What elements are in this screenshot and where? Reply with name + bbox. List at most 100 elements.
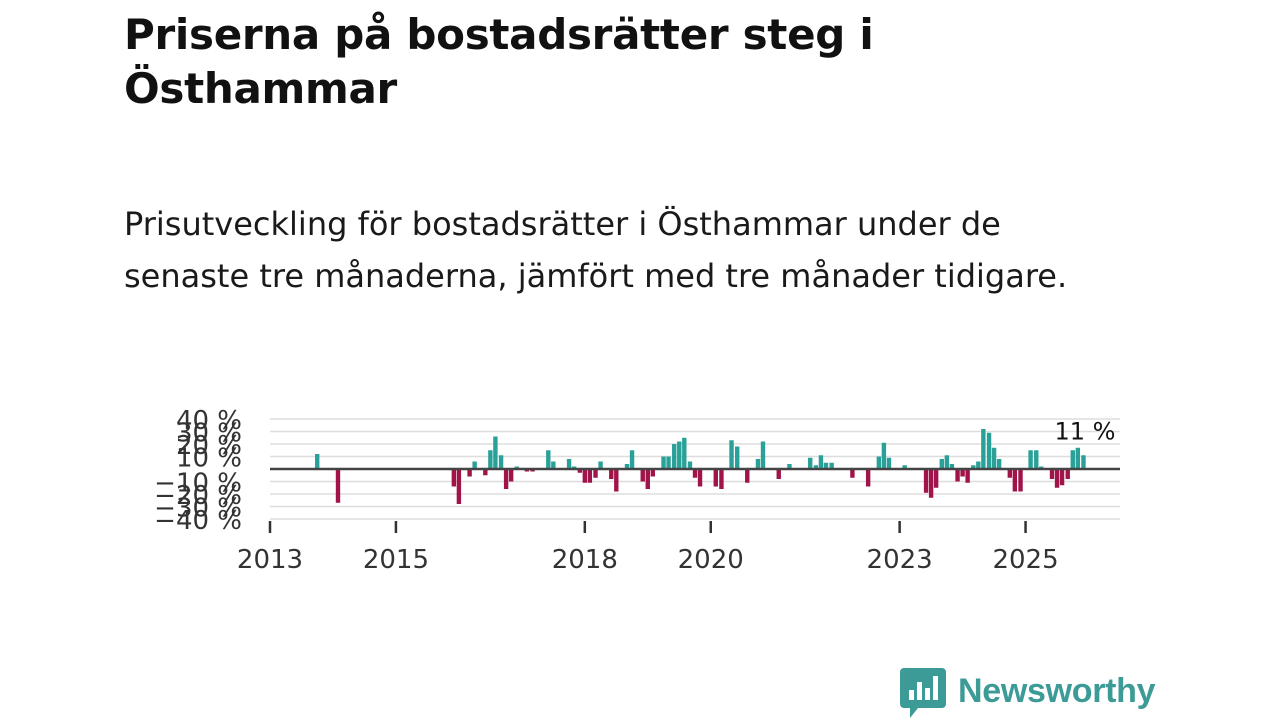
bar — [598, 461, 603, 469]
y-tick-label: −30 % — [154, 494, 242, 524]
bar — [472, 461, 477, 469]
bar — [677, 441, 682, 469]
x-tick-label: 2018 — [552, 545, 618, 575]
x-tick-label: 2025 — [992, 545, 1058, 575]
bar — [661, 456, 666, 469]
bar — [1028, 450, 1033, 469]
bar-chart: 40 %30 %20 %10 %−10 %−20 %−30 %−40 % 2013… — [154, 406, 1120, 575]
bar — [729, 440, 734, 469]
bar — [582, 469, 588, 483]
bar — [976, 461, 981, 469]
bar — [1007, 469, 1013, 478]
bar — [881, 442, 887, 469]
bar — [577, 469, 582, 473]
bar — [850, 469, 855, 478]
bar — [986, 432, 992, 469]
bar — [1034, 450, 1039, 469]
bar — [1075, 447, 1081, 469]
bar — [981, 429, 986, 469]
bar — [933, 469, 939, 488]
bar — [672, 444, 677, 469]
x-tick-label: 2020 — [678, 545, 744, 575]
y-tick-label: 20 % — [176, 431, 242, 461]
bar — [996, 459, 1002, 469]
bars-layer — [315, 429, 1086, 504]
bar — [335, 469, 341, 503]
axis-layer: 40 %30 %20 %10 %−10 %−20 %−30 %−40 % 2013… — [154, 406, 1120, 575]
y-tick-label: −10 % — [154, 469, 242, 499]
bar — [614, 469, 619, 492]
bar — [886, 457, 892, 469]
bar — [865, 469, 871, 487]
bar — [944, 455, 950, 469]
bar — [467, 469, 472, 477]
newsworthy-logo-text: Newsworthy — [958, 672, 1156, 710]
bar — [692, 469, 698, 478]
x-tick-label: 2023 — [867, 545, 933, 575]
y-tick-label: 40 % — [176, 406, 242, 436]
chart-title: Priserna på bostadsrätter steg i Östhamm… — [124, 10, 874, 113]
bar — [483, 469, 488, 476]
bar — [1012, 469, 1018, 492]
bar — [949, 464, 955, 469]
bar — [1018, 469, 1023, 492]
bar — [1070, 450, 1075, 469]
bar — [818, 455, 824, 469]
y-tick-label: −20 % — [154, 481, 242, 511]
bar — [829, 462, 834, 469]
y-tick-label: −40 % — [154, 506, 242, 536]
bar — [734, 446, 740, 469]
bar — [666, 456, 671, 469]
bar — [776, 469, 781, 479]
bar — [566, 459, 572, 469]
bar — [551, 461, 556, 469]
newsworthy-logo-icon — [900, 668, 946, 718]
bar — [640, 469, 645, 482]
bar — [682, 437, 687, 469]
y-tick-label: 30 % — [176, 419, 242, 449]
bar — [745, 469, 750, 483]
bar — [493, 436, 498, 469]
bar — [645, 469, 650, 489]
bar — [315, 454, 320, 469]
bar — [1054, 469, 1060, 488]
bar — [498, 455, 504, 469]
bar — [546, 450, 551, 469]
bar — [902, 465, 907, 469]
bar — [456, 469, 462, 504]
last-value-label: 11 % — [1054, 417, 1115, 445]
x-tick-label: 2015 — [363, 545, 429, 575]
bar — [503, 469, 509, 489]
x-tick-label: 2013 — [237, 545, 303, 575]
bar — [629, 450, 635, 469]
bar — [713, 469, 718, 487]
bar — [960, 469, 965, 477]
bar — [991, 447, 997, 469]
bar — [808, 457, 813, 469]
bar — [923, 469, 929, 493]
bar — [609, 469, 614, 479]
bar — [624, 464, 630, 469]
bar — [1059, 469, 1065, 486]
bar — [787, 464, 792, 469]
bar — [587, 469, 593, 483]
bar — [687, 461, 693, 469]
bar — [1081, 455, 1086, 469]
bar — [876, 456, 882, 469]
y-tick-label: 10 % — [176, 444, 242, 474]
bar — [939, 459, 945, 469]
bar — [508, 469, 514, 482]
bar — [823, 462, 829, 469]
grid-layer — [270, 418, 1120, 520]
bar — [593, 469, 598, 478]
bar — [955, 469, 960, 482]
bar — [965, 469, 970, 483]
bar — [971, 465, 976, 469]
bar — [760, 441, 766, 469]
bar — [928, 469, 934, 498]
bar — [719, 469, 724, 489]
bar — [451, 469, 457, 487]
bar — [650, 469, 656, 477]
chart-subtitle: Prisutveckling för bostadsrätter i Östha… — [124, 205, 1068, 295]
bar — [755, 459, 761, 469]
